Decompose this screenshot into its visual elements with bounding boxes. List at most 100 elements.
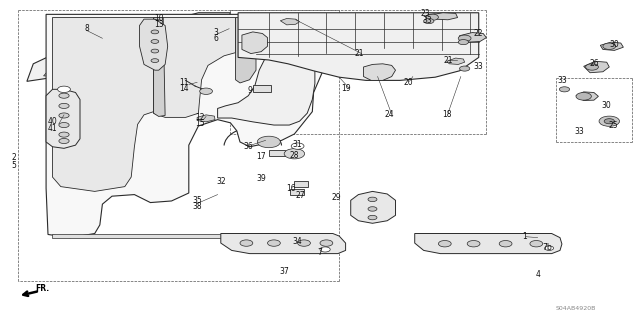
Circle shape — [320, 247, 330, 252]
Text: 36: 36 — [243, 142, 253, 151]
Polygon shape — [428, 13, 458, 20]
Text: 4: 4 — [535, 270, 540, 279]
Text: 2: 2 — [12, 153, 17, 162]
Text: 33: 33 — [557, 76, 567, 85]
Circle shape — [58, 86, 70, 93]
Polygon shape — [364, 64, 396, 80]
Text: 33: 33 — [422, 16, 433, 25]
Text: 18: 18 — [442, 110, 451, 119]
Text: 40: 40 — [47, 117, 58, 126]
Circle shape — [291, 143, 304, 149]
Polygon shape — [140, 19, 168, 70]
Text: 23: 23 — [420, 9, 431, 18]
Polygon shape — [447, 58, 465, 64]
Text: 21: 21 — [444, 56, 452, 65]
Polygon shape — [576, 92, 598, 100]
Circle shape — [200, 88, 212, 94]
Circle shape — [586, 64, 598, 70]
Text: 39: 39 — [256, 174, 266, 183]
Circle shape — [499, 241, 512, 247]
Circle shape — [426, 14, 438, 20]
Text: 11: 11 — [180, 78, 189, 87]
Text: S04AB4920B: S04AB4920B — [556, 306, 596, 311]
Text: 7b: 7b — [542, 243, 552, 252]
Bar — [294, 181, 308, 187]
Text: 37: 37 — [279, 267, 289, 276]
Circle shape — [151, 59, 159, 63]
Text: 33: 33 — [474, 63, 484, 71]
Circle shape — [151, 30, 159, 34]
Text: 14: 14 — [179, 84, 189, 93]
Polygon shape — [63, 26, 186, 67]
Circle shape — [368, 207, 377, 211]
Circle shape — [59, 103, 69, 108]
Text: 3: 3 — [214, 28, 219, 37]
Text: 22: 22 — [474, 29, 483, 38]
Polygon shape — [600, 42, 623, 50]
Circle shape — [530, 241, 543, 247]
Text: 26: 26 — [589, 59, 599, 68]
Circle shape — [603, 43, 616, 49]
Circle shape — [458, 35, 471, 41]
Bar — [269, 150, 285, 156]
Circle shape — [59, 93, 69, 98]
Polygon shape — [584, 61, 609, 73]
Text: 33: 33 — [574, 127, 584, 136]
Text: 35: 35 — [192, 197, 202, 205]
Circle shape — [320, 240, 333, 246]
Polygon shape — [52, 18, 154, 191]
Circle shape — [458, 40, 468, 45]
Polygon shape — [154, 18, 165, 116]
Circle shape — [545, 246, 554, 250]
Text: 41: 41 — [47, 124, 58, 133]
Text: 25: 25 — [608, 121, 618, 130]
Polygon shape — [46, 89, 80, 148]
Polygon shape — [236, 18, 256, 83]
Text: 1: 1 — [522, 232, 527, 241]
Text: 6: 6 — [214, 34, 219, 43]
Circle shape — [59, 138, 69, 144]
Polygon shape — [197, 115, 215, 122]
Text: 27: 27 — [296, 191, 306, 200]
Polygon shape — [52, 234, 246, 238]
Bar — [253, 85, 271, 92]
Circle shape — [240, 240, 253, 246]
Polygon shape — [46, 14, 339, 238]
Circle shape — [460, 66, 470, 71]
Text: 12: 12 — [195, 113, 204, 122]
Text: 13: 13 — [154, 20, 164, 29]
Circle shape — [368, 197, 377, 202]
Circle shape — [438, 241, 451, 247]
Circle shape — [424, 19, 434, 24]
Circle shape — [576, 93, 591, 100]
Circle shape — [59, 122, 69, 128]
Text: 9: 9 — [247, 86, 252, 95]
Text: 28: 28 — [290, 151, 299, 160]
Polygon shape — [280, 19, 300, 25]
Text: 34: 34 — [292, 237, 303, 246]
Text: 15: 15 — [195, 119, 205, 128]
Circle shape — [59, 113, 69, 118]
Polygon shape — [351, 191, 396, 223]
Text: 19: 19 — [340, 84, 351, 93]
Text: 30: 30 — [602, 101, 612, 110]
Circle shape — [151, 40, 159, 43]
Text: 16: 16 — [286, 184, 296, 193]
Circle shape — [151, 49, 159, 53]
Polygon shape — [154, 18, 236, 117]
Text: 30: 30 — [609, 40, 620, 48]
Circle shape — [604, 119, 614, 124]
Text: 10: 10 — [154, 14, 164, 23]
Polygon shape — [218, 44, 315, 125]
Text: 24: 24 — [384, 110, 394, 119]
Polygon shape — [415, 234, 562, 254]
Circle shape — [268, 240, 280, 246]
Text: 32: 32 — [216, 177, 226, 186]
Text: 8: 8 — [84, 24, 89, 33]
Text: 20: 20 — [403, 78, 413, 87]
Bar — [290, 189, 304, 195]
Text: 17: 17 — [256, 152, 266, 161]
Circle shape — [368, 215, 377, 220]
Polygon shape — [242, 32, 268, 54]
Text: 31: 31 — [292, 140, 302, 149]
